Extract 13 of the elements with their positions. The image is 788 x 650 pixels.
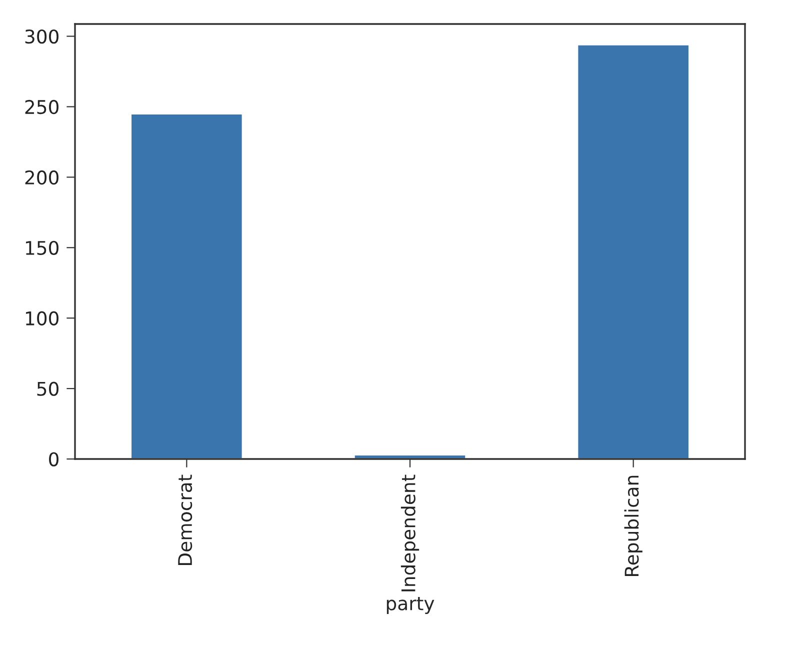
y-tick-label: 50 (37, 382, 58, 396)
y-tick-label: 100 (26, 311, 58, 326)
y-tick-label: 150 (26, 240, 58, 256)
y-tick-label: 300 (25, 29, 58, 44)
x-tick-label: Republican (624, 476, 642, 576)
bar (130, 113, 244, 459)
bar (576, 44, 690, 459)
x-tick-label: Democrat (178, 474, 192, 566)
y-tick-label: 250 (25, 100, 58, 114)
x-axis-title: party (386, 596, 434, 614)
y-tick-label: 0 (49, 452, 58, 466)
y-tick-label: 200 (25, 170, 58, 185)
x-tick-label: Independent (400, 474, 420, 592)
